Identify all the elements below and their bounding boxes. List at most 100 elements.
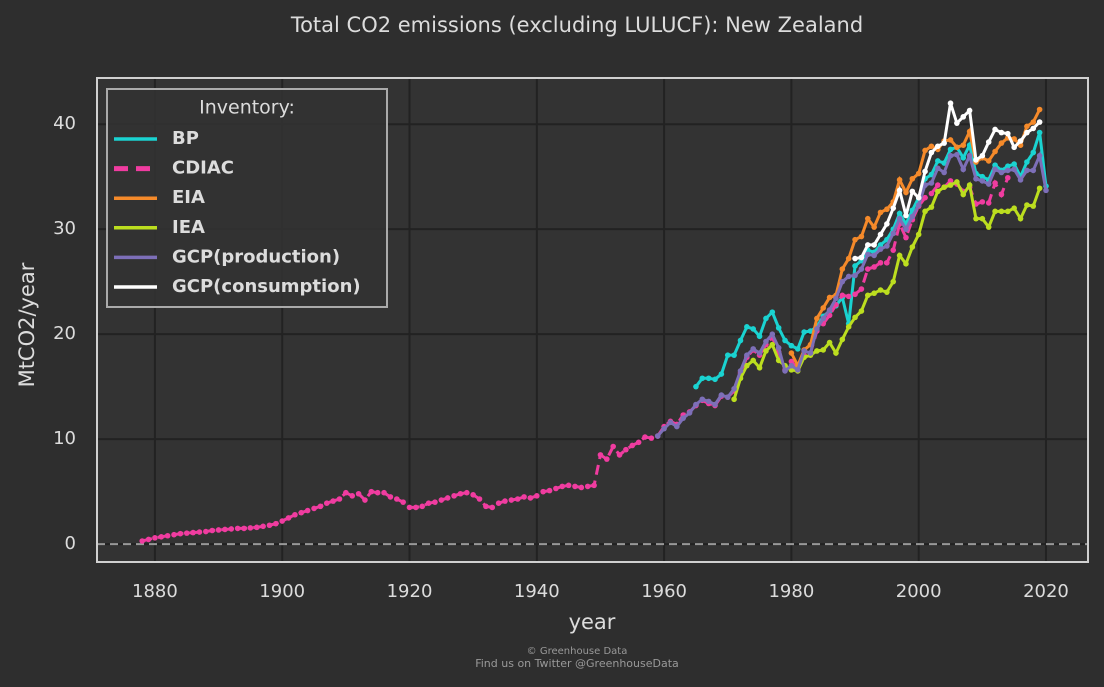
data-point [718, 371, 725, 377]
legend-label: CDIAC [172, 158, 234, 179]
data-point [298, 509, 305, 516]
y-axis-label: MtCO2/year [15, 262, 39, 387]
data-point [203, 528, 209, 535]
data-point [642, 434, 648, 440]
data-point [794, 367, 801, 373]
data-point [470, 492, 476, 498]
data-point [807, 328, 814, 334]
data-point [502, 498, 508, 504]
data-point [775, 345, 782, 351]
data-point [826, 307, 833, 313]
data-point [731, 352, 737, 358]
data-point [756, 350, 763, 356]
data-point [1005, 163, 1011, 169]
data-point [915, 170, 922, 177]
legend-label: GCP(production) [172, 246, 340, 267]
data-point [343, 489, 349, 496]
data-point [928, 204, 935, 210]
data-point [1024, 202, 1030, 208]
data-point [330, 498, 336, 504]
data-point [903, 234, 909, 241]
data-point [604, 456, 610, 462]
data-point [788, 358, 795, 365]
data-point [934, 182, 941, 188]
data-point [960, 114, 967, 120]
data-point [845, 273, 852, 280]
data-point [877, 259, 884, 266]
data-point [724, 352, 731, 358]
data-point [444, 495, 451, 501]
data-point [1024, 159, 1030, 165]
data-point [527, 495, 534, 501]
data-point [826, 339, 833, 346]
data-point [209, 527, 216, 534]
data-point [998, 140, 1005, 146]
data-point [992, 166, 998, 173]
data-point [406, 504, 413, 511]
data-point [674, 423, 680, 430]
data-point [565, 482, 572, 489]
data-point [693, 401, 699, 408]
data-point [1005, 208, 1011, 215]
data-point [922, 147, 928, 154]
data-point [839, 266, 846, 272]
legend-label: GCP(consumption) [172, 276, 361, 297]
data-point [769, 341, 776, 348]
data-point [833, 295, 839, 302]
data-point [973, 215, 979, 222]
data-point [654, 433, 661, 439]
x-tick-label: 1900 [259, 581, 305, 602]
data-point [896, 210, 903, 217]
data-point [336, 496, 343, 502]
data-point [934, 165, 941, 172]
data-point [744, 362, 750, 369]
data-point [1017, 215, 1024, 222]
data-point [871, 242, 877, 248]
data-point [871, 264, 877, 270]
x-axis-label: year [569, 610, 616, 634]
data-point [960, 166, 967, 173]
data-point [985, 200, 992, 206]
data-point [693, 383, 699, 390]
y-tick-label: 40 [53, 113, 76, 134]
data-point [1030, 203, 1037, 209]
data-point [852, 263, 858, 269]
data-point [884, 259, 890, 266]
data-point [845, 293, 852, 300]
legend-title: Inventory: [199, 97, 295, 119]
data-point [718, 392, 725, 398]
data-point [985, 158, 992, 164]
data-point [782, 337, 788, 344]
chart-title: Total CO2 emissions (excluding LULUCF): … [290, 13, 863, 37]
data-point [985, 139, 992, 145]
data-point [947, 100, 954, 106]
y-tick-label: 30 [53, 218, 76, 239]
data-point [279, 518, 286, 524]
data-point [954, 179, 960, 185]
data-point [788, 362, 795, 369]
data-point [954, 144, 960, 151]
data-point [432, 499, 438, 505]
data-point [896, 252, 903, 259]
data-point [814, 315, 820, 322]
data-point [629, 442, 636, 449]
data-point [903, 212, 909, 219]
data-point [845, 255, 852, 262]
data-point [998, 208, 1005, 215]
data-point [1036, 129, 1043, 136]
data-point [903, 261, 909, 267]
data-point [285, 515, 292, 521]
data-point [992, 162, 998, 168]
data-point [393, 496, 400, 502]
data-point [877, 242, 884, 248]
data-point [871, 290, 877, 297]
data-point [495, 500, 502, 507]
data-point [1005, 174, 1011, 181]
data-point [839, 278, 846, 285]
data-point [1036, 185, 1043, 192]
data-point [922, 208, 928, 215]
data-point [152, 535, 158, 541]
data-point [947, 137, 954, 143]
data-point [864, 251, 871, 258]
